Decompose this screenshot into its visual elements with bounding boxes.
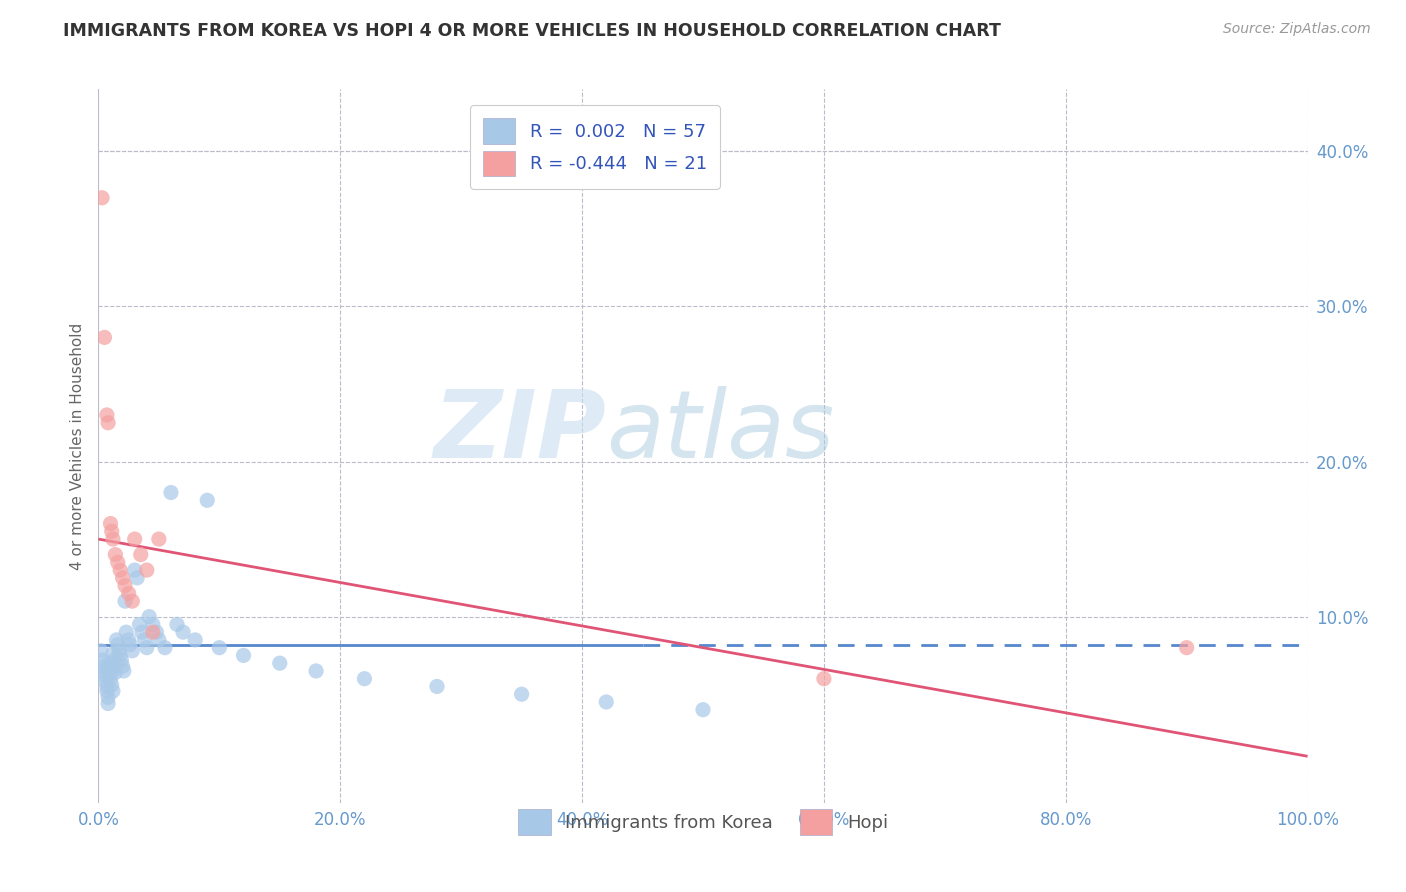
Point [145,625,167,640]
Point [114,594,136,608]
Point [96,408,118,422]
Point [101,647,124,661]
Point [111,571,134,585]
Text: Source: ZipAtlas.com: Source: ZipAtlas.com [1223,22,1371,37]
Point [166,617,188,632]
Point [118,638,141,652]
Point [131,625,153,640]
Point [269,656,291,670]
Point [100,672,122,686]
Point [103,653,125,667]
Legend: Immigrants from Korea, Hopi: Immigrants from Korea, Hopi [505,797,901,847]
Point [107,555,129,569]
Point [121,644,143,658]
Point [208,640,231,655]
Point [232,648,254,663]
Point [91,653,114,667]
Point [97,690,120,705]
Point [114,579,136,593]
Point [91,191,114,205]
Point [110,653,132,667]
Text: ZIP: ZIP [433,385,606,478]
Point [94,674,117,689]
Point [108,644,131,658]
Point [98,656,121,670]
Point [118,632,141,647]
Point [135,563,157,577]
Point [148,632,170,647]
Point [148,532,170,546]
Point [97,697,120,711]
Point [510,687,533,701]
Point [112,664,135,678]
Point [108,563,131,577]
Point [93,668,115,682]
Point [105,632,128,647]
Point [1175,640,1198,655]
Point [93,330,115,344]
Point [184,632,207,647]
Point [115,625,138,640]
Text: IMMIGRANTS FROM KOREA VS HOPI 4 OR MORE VEHICLES IN HOUSEHOLD CORRELATION CHART: IMMIGRANTS FROM KOREA VS HOPI 4 OR MORE … [63,22,1001,40]
Point [108,648,131,663]
Point [100,678,122,692]
Point [142,617,165,632]
Point [153,640,176,655]
Point [90,644,112,658]
Point [172,625,194,640]
Point [595,695,617,709]
Point [96,680,118,694]
Point [129,548,152,562]
Point [100,524,122,539]
Point [91,659,114,673]
Point [128,617,150,632]
Point [305,664,328,678]
Point [127,571,149,585]
Point [100,665,122,680]
Point [101,532,124,546]
Point [104,665,127,680]
Point [195,493,218,508]
Point [97,416,120,430]
Point [101,684,124,698]
Point [142,625,165,640]
Point [98,661,121,675]
Point [121,594,143,608]
Point [100,516,122,531]
Point [124,563,146,577]
Point [134,632,156,647]
Point [93,664,115,678]
Point [104,548,127,562]
Point [353,672,375,686]
Point [103,659,125,673]
Point [813,672,835,686]
Point [138,609,160,624]
Text: atlas: atlas [606,386,835,477]
Point [135,640,157,655]
Point [692,703,714,717]
Point [107,638,129,652]
Point [96,684,118,698]
Point [160,485,183,500]
Point [426,680,449,694]
Y-axis label: 4 or more Vehicles in Household: 4 or more Vehicles in Household [69,322,84,570]
Point [111,659,134,673]
Point [124,532,146,546]
Point [118,586,141,600]
